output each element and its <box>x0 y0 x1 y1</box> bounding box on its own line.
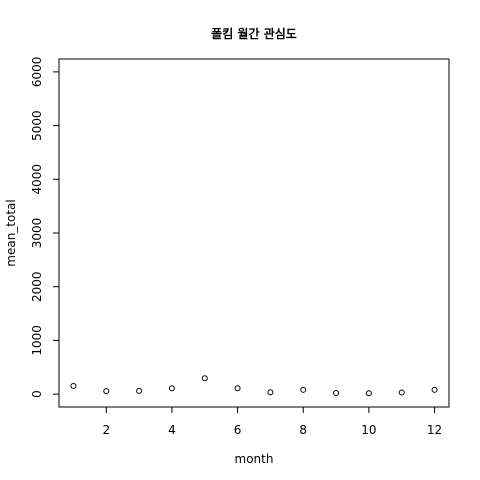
data-point <box>103 388 110 395</box>
x-axis: 2 4 6 8 10 12 <box>102 407 442 437</box>
x-tick-label: 4 <box>168 423 176 437</box>
data-point <box>267 389 274 396</box>
x-axis-label: month <box>235 452 274 466</box>
data-point <box>398 389 405 396</box>
x-tick-label: 12 <box>427 423 442 437</box>
x-tick-label: 6 <box>234 423 242 437</box>
y-tick-label: 4000 <box>30 164 44 195</box>
data-point <box>300 386 307 393</box>
y-tick-label: 6000 <box>30 57 44 88</box>
y-tick-label: 1000 <box>30 325 44 356</box>
chart-title: 폴킴 월간 관심도 <box>211 26 297 41</box>
data-point <box>234 385 241 392</box>
x-tick-label: 8 <box>299 423 307 437</box>
data-point <box>70 383 77 390</box>
data-point <box>333 390 340 397</box>
y-tick-label: 3000 <box>30 218 44 249</box>
x-tick-label: 10 <box>361 423 376 437</box>
data-point <box>365 390 372 397</box>
y-tick-label: 0 <box>30 390 44 398</box>
y-tick-label: 5000 <box>30 110 44 141</box>
data-points <box>70 375 438 397</box>
y-tick-label: 2000 <box>30 271 44 302</box>
y-axis: 0 1000 2000 3000 4000 5000 6000 <box>30 57 59 398</box>
y-axis-label: mean_total <box>4 199 18 266</box>
data-point <box>168 385 175 392</box>
x-tick-label: 2 <box>102 423 110 437</box>
data-point <box>136 387 143 394</box>
data-point <box>431 386 438 393</box>
data-point <box>201 375 208 382</box>
